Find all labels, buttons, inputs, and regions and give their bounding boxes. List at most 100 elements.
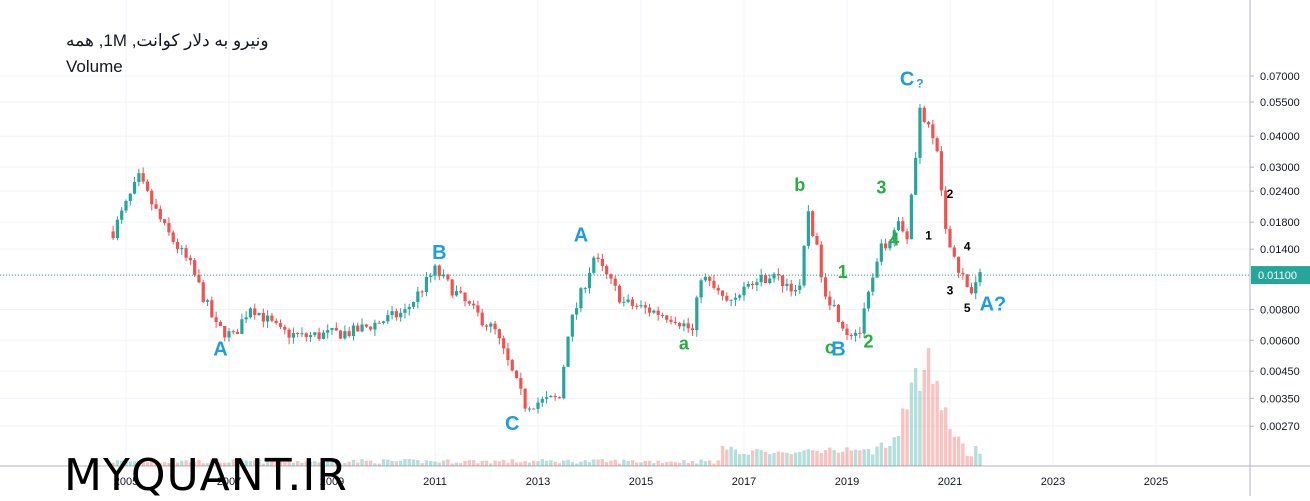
candle-body bbox=[441, 274, 446, 277]
candle-body bbox=[154, 204, 158, 209]
volume-bar bbox=[913, 368, 918, 466]
volume-bar bbox=[244, 460, 248, 466]
volume-bar bbox=[480, 460, 484, 466]
candle-body bbox=[502, 338, 506, 349]
volume-bar bbox=[866, 449, 871, 466]
candle-body bbox=[630, 299, 635, 306]
volume-bar bbox=[716, 460, 720, 466]
volume-bar bbox=[742, 454, 746, 466]
candle-body bbox=[643, 305, 647, 308]
volume-bar bbox=[712, 463, 716, 466]
candle-body bbox=[386, 315, 390, 322]
candle-body bbox=[725, 295, 729, 301]
candle-body bbox=[841, 321, 845, 329]
candle-body bbox=[493, 323, 497, 330]
volume-bar bbox=[849, 450, 853, 466]
candle-body bbox=[291, 333, 295, 338]
wave-label: 2 bbox=[863, 332, 873, 352]
wave-label: A bbox=[574, 225, 588, 247]
candle-body bbox=[729, 299, 733, 301]
candle-body bbox=[639, 305, 643, 307]
volume-bar bbox=[514, 462, 519, 466]
candle-body bbox=[781, 275, 785, 287]
y-tick-label: 0.00450 bbox=[1260, 366, 1300, 378]
candle-body bbox=[678, 323, 682, 327]
candle-body bbox=[978, 272, 982, 283]
volume-bar bbox=[720, 445, 725, 466]
y-tick-label: 0.01400 bbox=[1260, 244, 1300, 256]
candle-body bbox=[150, 190, 154, 205]
candle-body bbox=[343, 331, 347, 339]
volume-bar bbox=[115, 460, 120, 466]
candle-body bbox=[909, 194, 913, 240]
volume-bar bbox=[459, 463, 463, 466]
candle-body bbox=[935, 138, 939, 152]
candle-body bbox=[394, 311, 398, 318]
wave-label: b bbox=[794, 175, 805, 195]
candle-body bbox=[347, 331, 351, 337]
volume-bar bbox=[875, 446, 879, 466]
candle-body bbox=[175, 241, 180, 250]
candle-body bbox=[536, 402, 540, 409]
volume-bar bbox=[562, 460, 566, 466]
candle-body bbox=[454, 291, 459, 296]
candle-body bbox=[828, 296, 832, 306]
volume-bar bbox=[695, 463, 699, 466]
volume-bar bbox=[931, 384, 935, 466]
candle-body bbox=[356, 325, 360, 332]
candle-body bbox=[605, 266, 609, 275]
volume-bar bbox=[841, 451, 845, 466]
volume-bar bbox=[952, 436, 956, 466]
candle-body bbox=[746, 283, 750, 287]
volume-bar bbox=[343, 463, 347, 466]
candle-body bbox=[965, 274, 969, 288]
candle-body bbox=[416, 291, 420, 302]
volume-bar bbox=[918, 390, 922, 466]
volume-bar bbox=[660, 463, 665, 466]
volume-bar bbox=[823, 450, 828, 466]
volume-bar bbox=[544, 460, 549, 466]
volume-bar bbox=[703, 461, 708, 466]
volume-bar bbox=[201, 463, 205, 466]
volume-bar bbox=[287, 458, 291, 466]
volume-bar bbox=[519, 462, 523, 466]
volume-bar bbox=[939, 410, 944, 466]
candle-body bbox=[287, 329, 291, 338]
volume-bar bbox=[798, 452, 802, 466]
y-tick-label: 0.04000 bbox=[1260, 131, 1300, 143]
candle-body bbox=[617, 285, 622, 303]
volume-bar bbox=[780, 452, 785, 466]
volume-bar bbox=[137, 460, 141, 466]
candle-body bbox=[789, 283, 793, 292]
candle-body bbox=[716, 287, 720, 291]
candle-body bbox=[626, 299, 630, 302]
candle-body bbox=[330, 328, 334, 331]
volume-bar bbox=[888, 445, 892, 466]
candle-body bbox=[420, 291, 424, 293]
y-tick-label: 0.01800 bbox=[1260, 217, 1300, 229]
candle-body bbox=[231, 331, 235, 333]
candle-body bbox=[527, 408, 532, 410]
volume-bar bbox=[120, 460, 124, 466]
candle-body bbox=[720, 290, 725, 296]
candle-body bbox=[703, 276, 707, 281]
volume-bar bbox=[313, 461, 317, 466]
volume-bar bbox=[257, 459, 261, 466]
candle-body bbox=[171, 232, 175, 242]
volume-bar bbox=[175, 462, 180, 466]
volume-bar bbox=[274, 461, 278, 466]
y-tick-label: 0.07000 bbox=[1260, 71, 1300, 83]
candle-body bbox=[952, 247, 956, 257]
candle-body bbox=[450, 279, 454, 296]
volume-bar bbox=[948, 429, 952, 466]
volume-bar bbox=[192, 461, 197, 466]
candle-body bbox=[467, 301, 471, 304]
volume-bar bbox=[836, 452, 841, 466]
volume-bar bbox=[669, 461, 673, 466]
candle-body bbox=[205, 300, 210, 302]
volume-bar bbox=[776, 451, 781, 466]
candle-body bbox=[540, 398, 544, 403]
candle-body bbox=[647, 307, 652, 313]
candle-body bbox=[549, 396, 553, 398]
